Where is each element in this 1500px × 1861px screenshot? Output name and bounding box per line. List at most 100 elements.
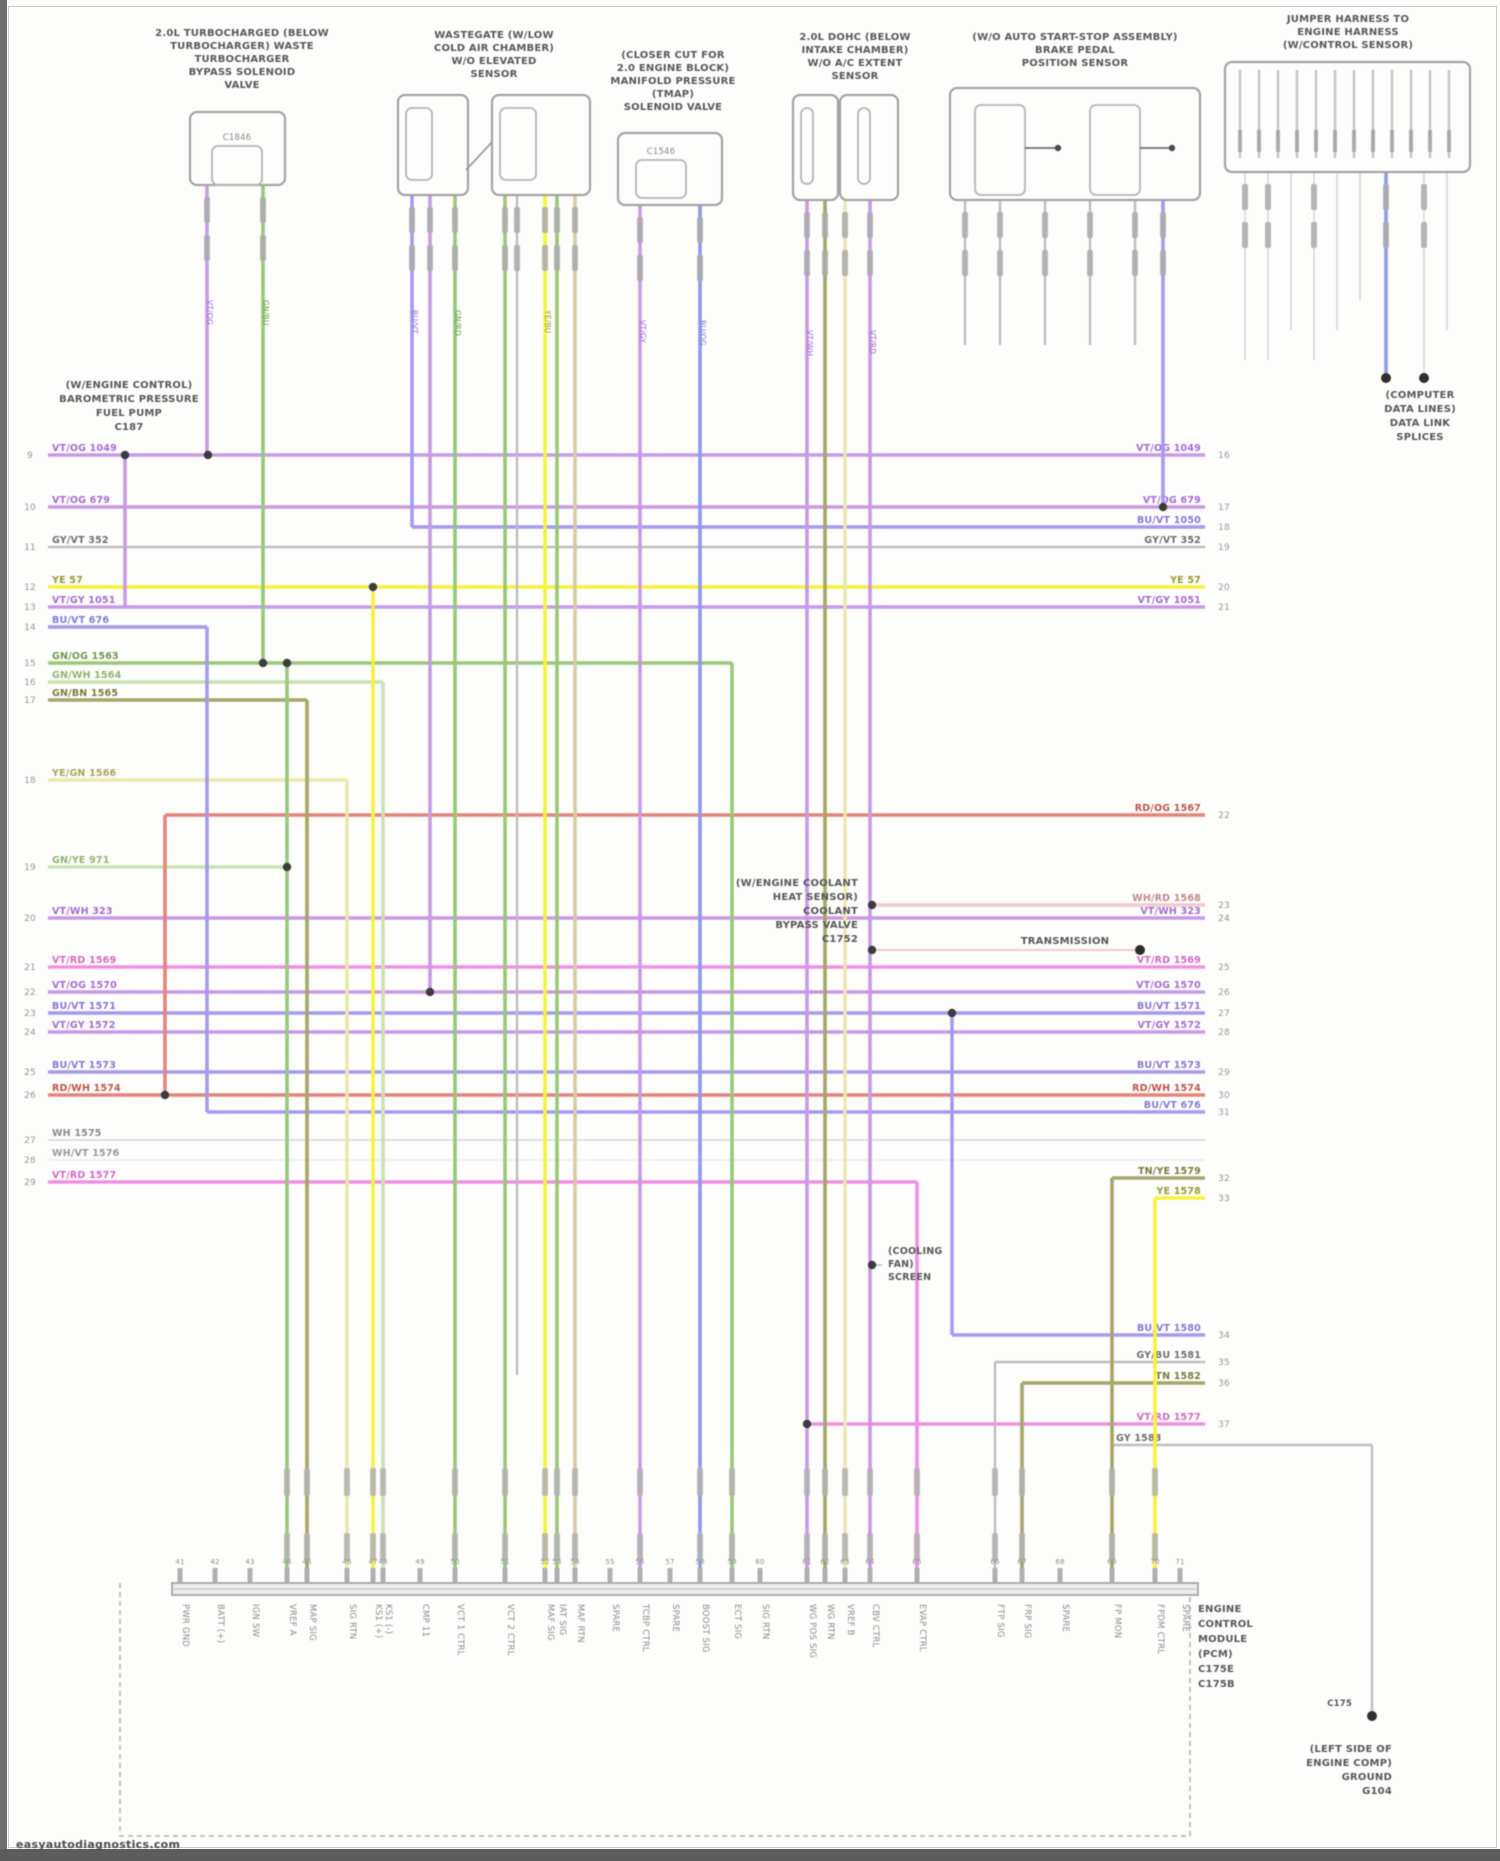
pcm-pin-stub xyxy=(177,1568,183,1583)
pcm-pin-stub xyxy=(804,1568,810,1583)
pcm-pin-stub xyxy=(572,1568,578,1583)
terminal-dot xyxy=(1419,373,1429,383)
inline-pin xyxy=(452,207,458,233)
wire-label-right: GY/BU 1581 xyxy=(1136,1350,1201,1361)
text-block-pcm-label: ENGINE CONTROL MODULE (PCM) C175E C175B xyxy=(1198,1604,1253,1690)
edge-number-left: 24 xyxy=(24,1028,36,1038)
inline-pin xyxy=(914,1468,920,1496)
pcm-pin-number: 69 xyxy=(1107,1558,1116,1566)
edge-number-left: 10 xyxy=(24,503,36,513)
wire-label-right: VT/OG 1570 xyxy=(1136,980,1201,991)
pcm-pin-label: FRP SIG xyxy=(1022,1604,1032,1639)
inline-pin xyxy=(867,1468,873,1496)
wire-label-right: BU/VT 676 xyxy=(1144,1100,1201,1111)
edge-number-left: 19 xyxy=(24,863,36,873)
drop-wire-code: GN/RD xyxy=(453,310,462,336)
text-line: C175E xyxy=(1198,1664,1234,1675)
wire-label-right: RD/WH 1574 xyxy=(1132,1083,1201,1094)
pcm-pin-number: 48 xyxy=(378,1558,387,1566)
edge-number-left: 14 xyxy=(24,623,36,633)
text-line: C175 xyxy=(1327,1699,1352,1709)
wire-label-left: VT/RD 1577 xyxy=(52,1170,116,1181)
wire-label-left: YE 57 xyxy=(51,575,83,586)
wire-label-left: GN/OG 1563 xyxy=(52,651,119,662)
pcm-pin-number: 44 xyxy=(282,1558,292,1566)
junction-dots xyxy=(120,373,1429,1721)
inline-pin xyxy=(804,1533,810,1561)
edge-number-right: 20 xyxy=(1218,583,1230,593)
component-inner-shape xyxy=(800,107,814,185)
drop-wire-code: VT/GY xyxy=(638,320,647,343)
stub-pin xyxy=(1371,130,1375,152)
drop-wire-code: GN/BU xyxy=(261,300,270,326)
pcm-pin-stub xyxy=(637,1568,643,1583)
component-label-line: TURBOCHARGER xyxy=(194,54,289,65)
edge-number-left: 13 xyxy=(24,603,36,613)
component-label-line: ENGINE HARNESS xyxy=(1297,27,1399,38)
inline-pin xyxy=(572,1533,578,1561)
wire-label-left: WH/VT 1576 xyxy=(52,1148,120,1159)
stub-pin xyxy=(1428,130,1432,152)
component-inner-shape xyxy=(405,107,433,181)
inline-pin xyxy=(1421,222,1427,248)
edge-number-right: 35 xyxy=(1218,1358,1230,1368)
inline-pin xyxy=(697,1468,703,1496)
junction-dot xyxy=(160,1090,170,1100)
wire-label-left: VT/OG 679 xyxy=(52,495,110,506)
component-label-line: SENSOR xyxy=(470,69,517,80)
pcm-pin-stub xyxy=(370,1568,376,1583)
edge-number-right: 24 xyxy=(1218,914,1230,924)
junction-dot xyxy=(120,450,130,460)
internal-dot xyxy=(1168,144,1176,152)
stub-pin xyxy=(1238,130,1242,152)
inline-pin xyxy=(1311,222,1317,248)
pcm-pin-stub xyxy=(914,1568,920,1583)
pcm-pin-number: 43 xyxy=(245,1558,254,1566)
edge-number-right: 28 xyxy=(1218,1028,1230,1038)
text-line: GROUND xyxy=(1342,1772,1392,1783)
edge-number-left: 23 xyxy=(24,1009,36,1019)
pcm-pin-number: 47 xyxy=(368,1558,377,1566)
component-box xyxy=(948,86,1202,202)
pcm-pin-label: WG POS SIG xyxy=(807,1604,817,1658)
component-jumper-harness: JUMPER HARNESS TO ENGINE HARNESS (W/CONTRO… xyxy=(1223,14,1472,174)
edge-number-right: 25 xyxy=(1218,963,1230,973)
edge-number-right: 19 xyxy=(1218,543,1230,553)
edge-number-right: 18 xyxy=(1218,523,1230,533)
component-label-line: 2.0L TURBOCHARGED (BELOW xyxy=(155,28,329,39)
pcm-pin-number: 70 xyxy=(1150,1558,1159,1566)
inline-pin xyxy=(729,1468,735,1496)
switch-blade xyxy=(465,141,493,171)
pcm-pin-number: 64 xyxy=(865,1558,875,1566)
edge-number-right: 16 xyxy=(1218,451,1230,461)
inline-pin xyxy=(1265,184,1271,210)
component-label-line: BYPASS SOLENOID xyxy=(189,67,296,78)
pcm-dashed-outline xyxy=(119,1583,1191,1837)
pcm-pin-stub xyxy=(344,1568,350,1583)
stub-pin xyxy=(1295,130,1299,152)
text-line: G104 xyxy=(1362,1786,1392,1797)
inline-pin xyxy=(962,212,968,238)
text-line: FAN) xyxy=(888,1259,914,1270)
inline-pin xyxy=(502,1468,508,1496)
component-box xyxy=(396,93,470,197)
pcm-pin-label: ECT SIG xyxy=(732,1604,742,1639)
drop-wire-code: VT/WH xyxy=(805,330,814,356)
stub-pin xyxy=(1390,130,1394,152)
inline-pin xyxy=(542,1533,548,1561)
inline-pin xyxy=(554,1468,560,1496)
stub-pin xyxy=(1276,130,1280,152)
inline-pin xyxy=(822,1468,828,1496)
inline-pin xyxy=(204,197,210,223)
edge-number-right: 34 xyxy=(1218,1331,1230,1341)
pcm-pin-stub xyxy=(822,1568,828,1583)
inline-pin xyxy=(1242,184,1248,210)
edge-number-left: 29 xyxy=(24,1178,36,1188)
drop-wire-code: VT/OG xyxy=(205,300,214,325)
inline-pin xyxy=(867,212,873,238)
component-tcbp-solenoid-valve: (CLOSER CUT FOR 2.0 ENGINE BLOCK) MANIFOLD… xyxy=(610,50,735,207)
pcm-pin-stub xyxy=(1109,1568,1115,1583)
component-intake-sensor: 2.0L DOHC (BELOW INTAKE CHAMBER) W/O A/C E… xyxy=(791,32,910,202)
edge-number-right: 17 xyxy=(1218,503,1230,513)
